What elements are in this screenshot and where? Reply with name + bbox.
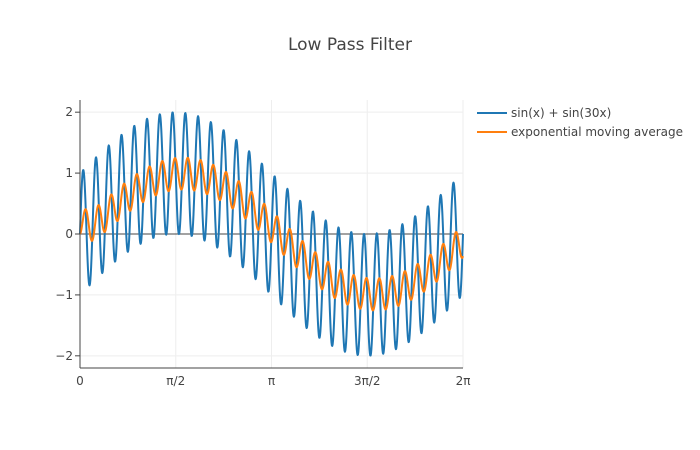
series-lines bbox=[79, 111, 464, 357]
legend-label: exponential moving average bbox=[511, 125, 683, 139]
x-tick-label: 2π bbox=[456, 374, 471, 388]
y-tick-label: −2 bbox=[55, 349, 73, 363]
x-tick-label: π/2 bbox=[166, 374, 185, 388]
y-tick-label: 2 bbox=[65, 105, 73, 119]
y-axis-ticks: 2 1 0 −1 −2 bbox=[55, 105, 80, 363]
y-tick-label: 1 bbox=[65, 166, 73, 180]
y-tick-label: 0 bbox=[65, 227, 73, 241]
x-tick-label: 3π/2 bbox=[354, 374, 381, 388]
chart-title: Low Pass Filter bbox=[288, 35, 412, 55]
legend-item[interactable]: exponential moving average bbox=[477, 125, 683, 139]
series-line-sin-sum bbox=[79, 111, 464, 357]
y-tick-label: −1 bbox=[55, 288, 73, 302]
series-line-ema bbox=[79, 156, 464, 312]
x-tick-label: π bbox=[268, 374, 275, 388]
x-axis-ticks: 0 π/2 π 3π/2 2π bbox=[76, 374, 470, 388]
legend-label: sin(x) + sin(30x) bbox=[511, 106, 611, 120]
x-tick-label: 0 bbox=[76, 374, 84, 388]
legend[interactable]: sin(x) + sin(30x) exponential moving aver… bbox=[477, 106, 683, 139]
legend-item[interactable]: sin(x) + sin(30x) bbox=[477, 106, 611, 120]
